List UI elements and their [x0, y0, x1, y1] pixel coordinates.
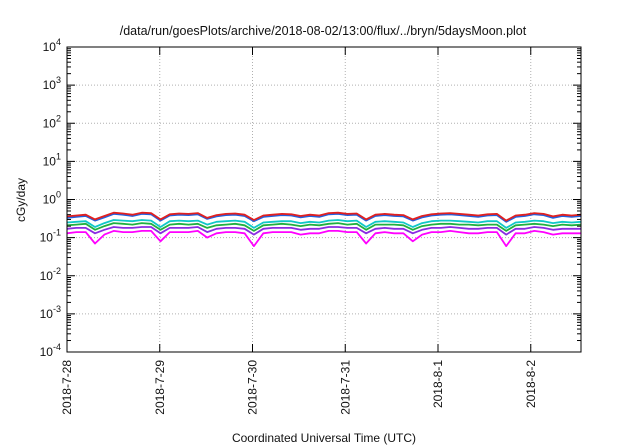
y-tick-label: 10-1	[40, 228, 61, 245]
series-line	[66, 219, 582, 229]
y-axis-label: cGy/day	[14, 178, 28, 222]
y-tick-label: 10-4	[40, 342, 61, 359]
x-tick-label: 2018-7-30	[246, 360, 260, 415]
y-tick-exponent: 3	[56, 75, 61, 85]
y-tick-base: 10	[40, 307, 54, 321]
grid	[67, 47, 581, 352]
y-tick-label: 10-3	[40, 304, 61, 321]
plot-frame	[66, 46, 582, 353]
y-tick-base: 10	[40, 269, 54, 283]
series-line	[66, 222, 582, 232]
chart-title: /data/run/goesPlots/archive/2018-08-02/1…	[120, 24, 527, 38]
y-tick-base: 10	[40, 231, 54, 245]
y-tick-exponent: -3	[53, 304, 61, 314]
y-tick-label: 100	[43, 190, 61, 207]
x-tick-label: 2018-8-2	[524, 360, 538, 408]
series-line	[66, 211, 582, 222]
x-axis-label: Coordinated Universal Time (UTC)	[232, 431, 416, 445]
y-tick-base: 10	[43, 116, 57, 130]
y-tick-base: 10	[43, 193, 57, 207]
x-tick-label: 2018-7-29	[153, 360, 167, 415]
y-tick-base: 10	[40, 345, 54, 359]
series-line	[66, 226, 581, 236]
y-tick-exponent: 1	[56, 151, 61, 161]
y-tick-base: 10	[43, 40, 57, 54]
x-tick-label: 2018-8-1	[431, 360, 445, 408]
y-tick-exponent: -2	[53, 266, 61, 276]
y-tick-exponent: -4	[53, 342, 61, 352]
y-tick-label: 103	[43, 75, 61, 92]
x-tick-label: 2018-7-31	[338, 360, 352, 415]
y-tick-exponent: 2	[56, 113, 61, 123]
series-layer	[66, 211, 582, 248]
y-tick-label: 104	[43, 37, 61, 54]
y-tick-base: 10	[43, 154, 57, 168]
y-tick-base: 10	[43, 78, 57, 92]
x-ticks: 2018-7-28 2018-7-29 2018-7-30 2018-7-31 2018…	[60, 47, 538, 415]
y-tick-label: 101	[43, 151, 61, 168]
series-line	[66, 212, 582, 223]
series-line	[66, 229, 581, 248]
y-tick-exponent: 4	[56, 37, 61, 47]
x-tick-label: 2018-7-28	[60, 360, 74, 415]
y-tick-label: 102	[43, 113, 61, 130]
y-tick-exponent: -1	[53, 228, 61, 238]
y-tick-label: 10-2	[40, 266, 61, 283]
y-tick-exponent: 0	[56, 190, 61, 200]
